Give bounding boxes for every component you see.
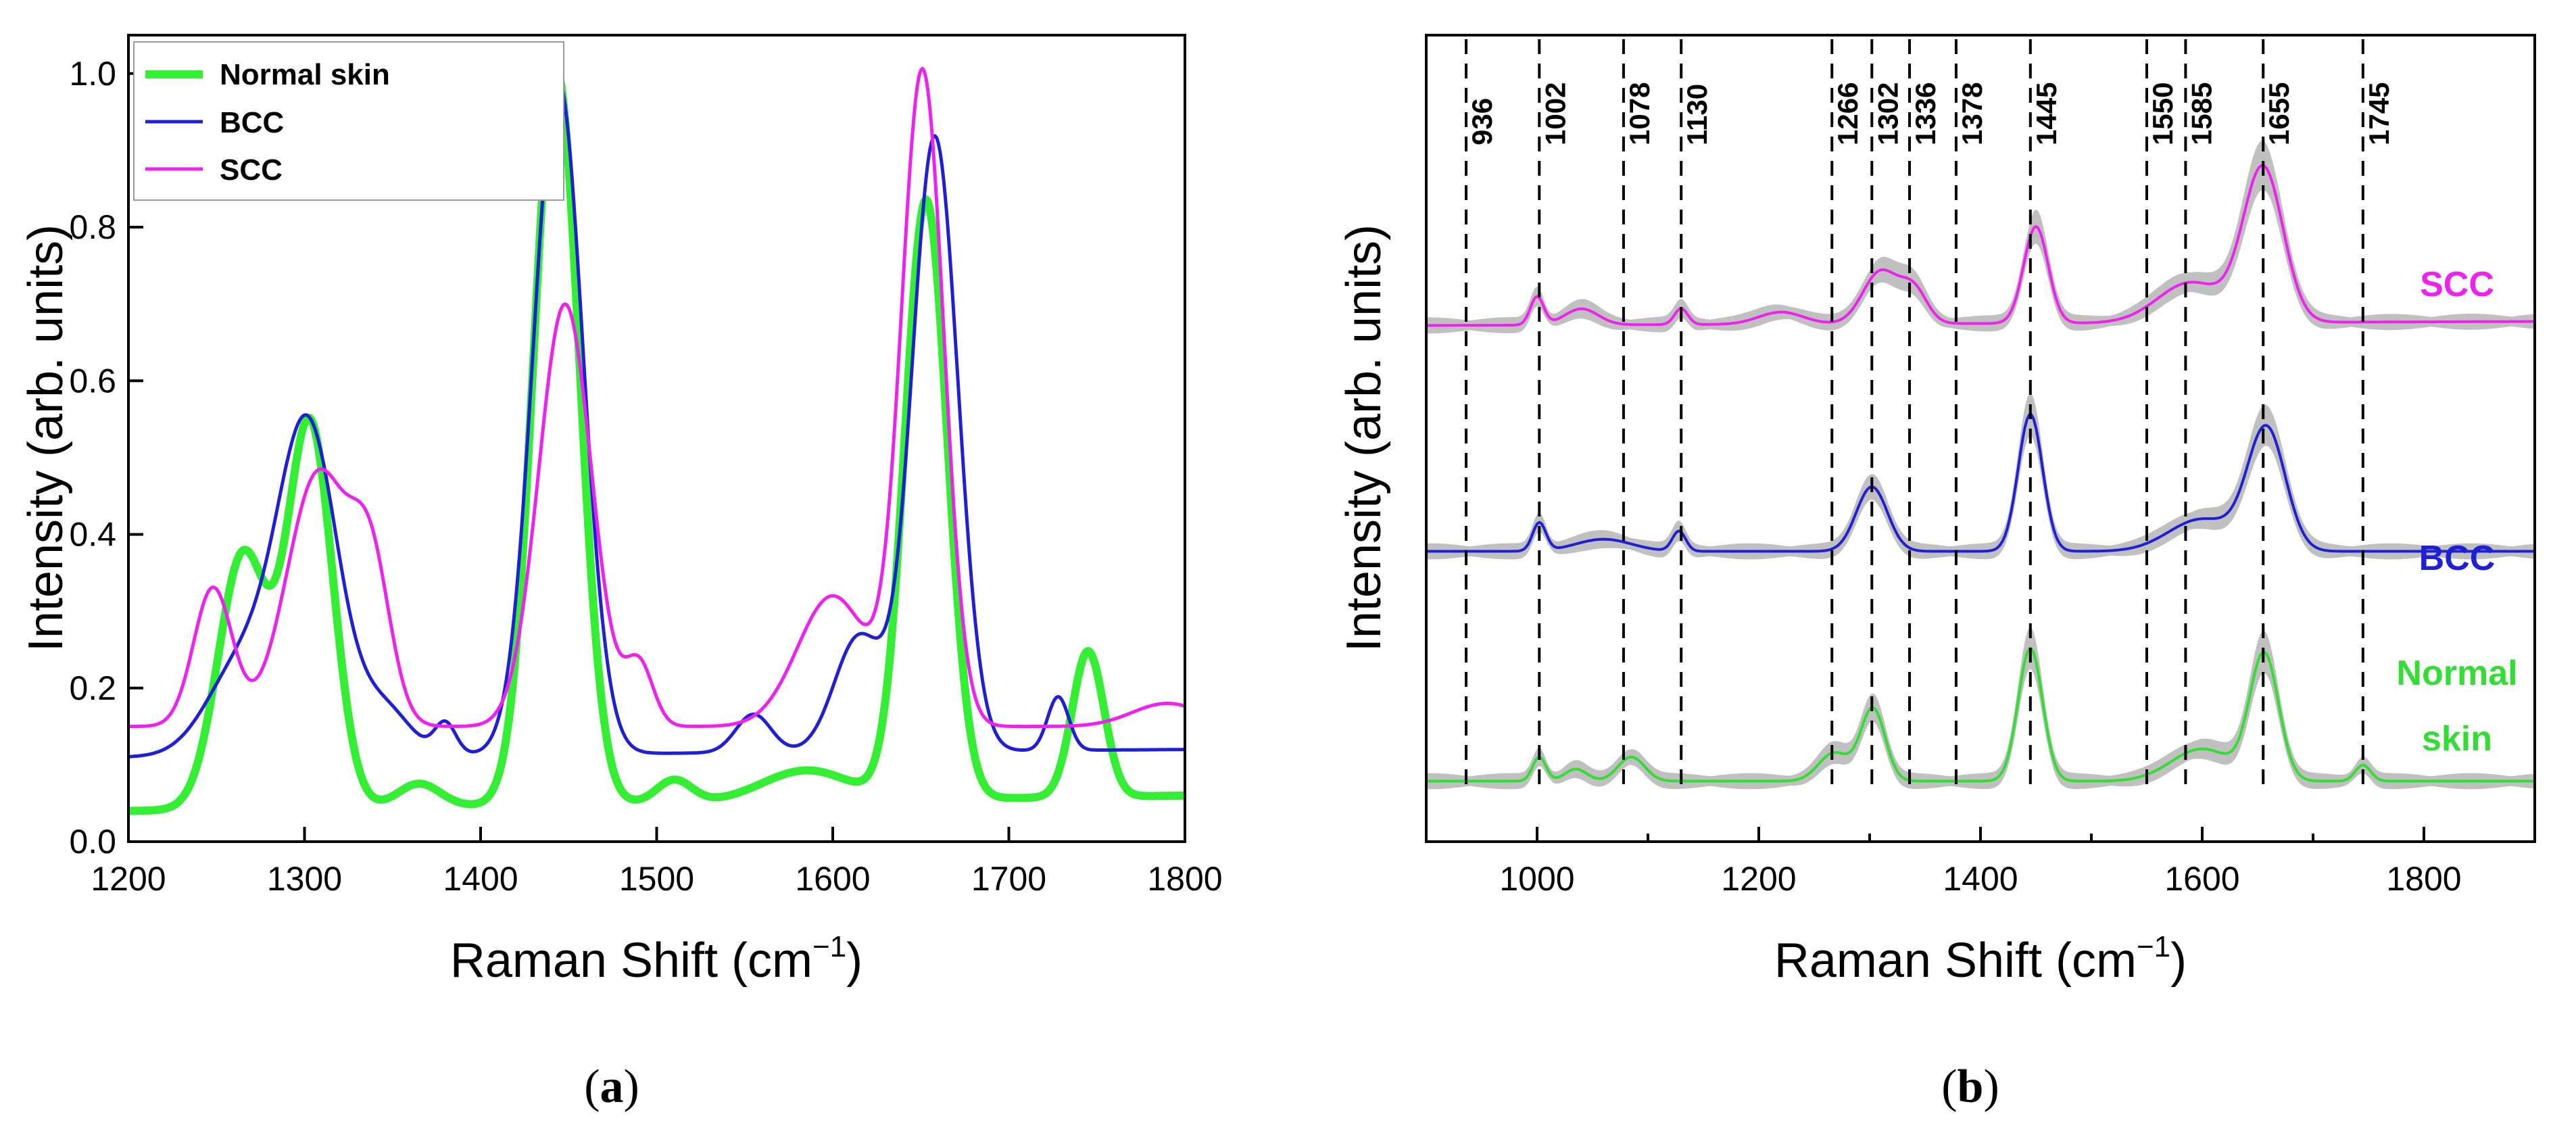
band-label: 1445 — [2031, 82, 2062, 145]
series-line-scc — [128, 66, 1186, 729]
y-tick-label: 1.0 — [69, 55, 116, 93]
panel-a-legend: Normal skin BCC SCC — [133, 41, 564, 201]
legend-label-bcc: BCC — [220, 106, 284, 139]
x-tick-label: 1500 — [619, 860, 694, 898]
panel-a-x-tick-labels: 1200 1300 1400 1500 1600 1700 1800 — [91, 860, 1222, 898]
legend-box — [133, 41, 564, 201]
series-line-scc — [1426, 164, 2535, 327]
y-tick-label: 0.4 — [69, 516, 116, 554]
band-label: 1266 — [1832, 82, 1864, 145]
panel-a-y-axis-label: Intensity (arb. units) — [19, 224, 73, 652]
panel-b-y-axis-label: Intensity (arb. units) — [1337, 224, 1391, 652]
x-tick-label: 1600 — [2164, 860, 2239, 898]
x-tick-label: 1400 — [1943, 860, 2018, 898]
panel-b-plot-frame — [1425, 34, 2536, 843]
panel-a: 1200 1300 1400 1500 1600 1700 1800 0.00.20.40.… — [19, 34, 1223, 1113]
x-tick-label: 1700 — [971, 860, 1046, 898]
band-label: 1550 — [2147, 82, 2179, 145]
y-tick-label: 0.8 — [69, 208, 116, 246]
x-tick-label: 1000 — [1499, 860, 1574, 898]
panel-b-series-label-normal-line2: skin — [2422, 719, 2492, 759]
series-line-bcc — [128, 76, 1185, 759]
series-line-bcc — [1426, 413, 2535, 553]
std-band-bcc — [1426, 393, 2535, 560]
x-tick-label: 1400 — [443, 860, 518, 898]
x-tick-label: 1300 — [267, 860, 342, 898]
legend-label-normal-skin: Normal skin — [220, 58, 390, 91]
panel-a-x-axis-label: Raman Shift (cm−1) — [450, 930, 862, 988]
legend-label-scc: SCC — [220, 153, 283, 187]
panel-b-series-label-bcc: BCC — [2419, 539, 2496, 578]
band-label: 1130 — [1681, 84, 1713, 145]
x-tick-label: 1600 — [795, 860, 870, 898]
std-band-normal-skin — [1426, 627, 2535, 790]
panel-b-band-labels: 936 1002 1078 1130 1266 1302 1336 1378 1445 1550 1… — [1466, 82, 2395, 145]
y-tick-label: 0.2 — [69, 669, 116, 707]
panel-b-shaded-bands — [1426, 140, 2535, 790]
panel-a-series-lines — [126, 63, 1188, 815]
panel-b-series-label-normal-line1: Normal — [2396, 654, 2517, 693]
series-line-normal-skin — [1426, 647, 2535, 783]
panel-b-ticks — [1425, 827, 2536, 842]
band-label: 1378 — [1956, 82, 1988, 145]
panel-b-band-markers — [1465, 39, 2364, 791]
panel-b-x-tick-labels: 1000 1200 1400 1600 1800 — [1499, 860, 2461, 898]
x-tick-label: 1200 — [91, 860, 166, 898]
band-label: 1078 — [1624, 82, 1655, 145]
band-label: 1745 — [2363, 82, 2395, 145]
band-label: 1655 — [2263, 82, 2295, 145]
panel-b-series-label-scc: SCC — [2420, 265, 2494, 304]
y-tick-label: 0.6 — [69, 362, 116, 400]
x-tick-label: 1800 — [1147, 860, 1222, 898]
band-label: 1302 — [1872, 82, 1903, 145]
band-label: 1336 — [1910, 82, 1941, 145]
series-line-normal-skin — [126, 63, 1188, 815]
band-label: 1585 — [2185, 82, 2217, 145]
panel-b: 936 1002 1078 1130 1266 1302 1336 1378 1445 1550 1… — [1337, 34, 2536, 1113]
panel-a-plot-frame — [127, 34, 1186, 843]
band-label: 1002 — [1539, 82, 1571, 145]
x-tick-label: 1200 — [1721, 860, 1796, 898]
y-tick-label: 0.0 — [69, 823, 116, 861]
panel-b-x-axis-label: Raman Shift (cm−1) — [1774, 930, 2187, 988]
panel-b-series-lines — [1426, 164, 2535, 783]
panel-a-y-tick-labels: 0.0 0.2 0.4 0.6 0.8 1.0 — [69, 55, 116, 861]
band-label: 936 — [1466, 98, 1498, 145]
panel-b-label: (b) — [1941, 1061, 1999, 1113]
panel-a-label: (a) — [584, 1061, 639, 1113]
std-band-scc — [1426, 140, 2535, 334]
x-tick-label: 1800 — [2386, 860, 2461, 898]
